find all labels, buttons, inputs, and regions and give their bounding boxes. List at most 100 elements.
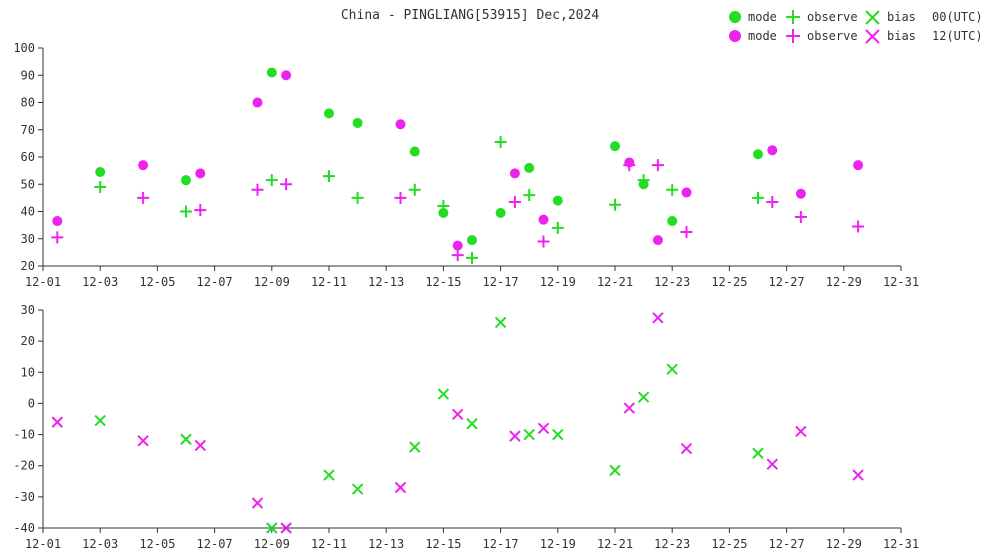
bias-point-12utc [852, 469, 864, 481]
bias-x-tick-label: 12-15 [425, 537, 461, 551]
top-y-tick-label: 40 [21, 205, 35, 219]
legend-bias-label-12utc: bias [887, 29, 916, 43]
bias-point-00utc [466, 417, 478, 430]
mode-point-00utc [181, 175, 191, 186]
bias-point-12utc [623, 402, 636, 414]
bias-y-tick-label: 10 [21, 365, 35, 379]
bias-point-00utc [351, 483, 364, 495]
observe-point-12utc [680, 225, 693, 238]
observe-point-00utc [466, 251, 478, 264]
mode-point-00utc [667, 216, 678, 227]
mode-point-12utc [795, 188, 806, 199]
observe-point-00utc [551, 221, 564, 234]
bias-point-00utc [409, 441, 421, 453]
bias-y-tick-label: -30 [13, 490, 35, 504]
top-x-tick-label: 12-31 [883, 275, 919, 289]
bias-x-tick-label: 12-01 [25, 537, 61, 551]
top-x-tick-label: 12-21 [597, 275, 633, 289]
bias-point-12utc [394, 481, 407, 494]
top-x-tick-label: 12-25 [711, 275, 747, 289]
bias-point-12utc [137, 435, 149, 447]
top-y-tick-label: 90 [21, 68, 35, 82]
bias-point-00utc [523, 428, 535, 441]
bias-x-tick-label: 12-13 [368, 537, 404, 551]
bias-point-00utc [552, 428, 564, 441]
mode-point-12utc [138, 160, 149, 171]
bias-point-00utc [666, 363, 678, 375]
mode-point-00utc [95, 166, 106, 177]
legend-mode-label-12utc: mode [748, 29, 777, 43]
observe-point-00utc [180, 205, 192, 218]
observe-point-00utc [637, 174, 650, 187]
mode-point-00utc [352, 117, 363, 128]
observe-point-00utc [408, 183, 421, 196]
observe-point-12utc [451, 249, 464, 262]
bias-x-tick-label: 12-27 [769, 537, 805, 551]
observe-point-00utc [494, 136, 507, 149]
legend: mode observe bias 00(UTC) mode observe b… [729, 10, 983, 44]
mode-point-00utc [552, 195, 563, 206]
legend-mode-marker-00utc [729, 11, 741, 23]
top-y-tick-label: 20 [21, 259, 35, 273]
legend-row-12utc: mode observe bias 12(UTC) [729, 29, 983, 44]
bias-point-12utc [766, 458, 779, 470]
bias-point-12utc [509, 430, 521, 442]
bias-x-tick-label: 12-31 [883, 537, 919, 551]
mode-point-00utc [324, 108, 334, 119]
observe-point-00utc [323, 170, 335, 183]
bias-x-tick-label: 12-17 [483, 537, 519, 551]
bias-y-tick-label: -10 [13, 428, 35, 442]
bias-x-tick-label: 12-09 [254, 537, 290, 551]
observe-point-00utc [265, 174, 278, 187]
bias-y-tick-label: 20 [21, 334, 35, 348]
bias-point-12utc [194, 439, 207, 452]
legend-run-label-00utc: 00(UTC) [932, 10, 983, 24]
bias-point-00utc [752, 447, 764, 459]
bias-point-00utc [637, 391, 650, 403]
bias-point-00utc [266, 522, 278, 534]
top-x-tick-label: 12-17 [483, 275, 519, 289]
mode-point-00utc [467, 235, 477, 246]
mode-point-00utc [524, 162, 535, 173]
legend-observe-label-12utc: observe [807, 29, 858, 43]
top-x-tick-label: 12-01 [25, 275, 61, 289]
top-x-tick-label: 12-11 [311, 275, 347, 289]
observe-point-00utc [351, 191, 364, 204]
mode-point-12utc [538, 214, 549, 225]
mode-point-00utc [266, 67, 277, 78]
mode-point-12utc [509, 168, 520, 179]
top-x-tick-label: 12-19 [540, 275, 576, 289]
observe-point-00utc [94, 180, 107, 193]
bias-point-00utc [94, 414, 106, 427]
mode-point-12utc [681, 187, 692, 198]
top-x-tick-label: 12-07 [197, 275, 233, 289]
mode-point-12utc [652, 235, 663, 246]
bias-point-12utc [251, 497, 264, 509]
top-y-tick-label: 100 [13, 41, 35, 55]
mode-point-00utc [438, 207, 449, 218]
observe-point-12utc [766, 195, 779, 208]
top-x-tick-label: 12-29 [826, 275, 862, 289]
bias-x-tick-label: 12-29 [826, 537, 862, 551]
observe-point-00utc [666, 183, 679, 196]
top-x-tick-label: 12-15 [425, 275, 461, 289]
top-x-tick-label: 12-27 [769, 275, 805, 289]
bias-y-tick-label: -20 [13, 459, 35, 473]
mode-point-00utc [409, 146, 420, 157]
mode-point-12utc [395, 119, 406, 130]
top-y-tick-label: 50 [21, 177, 35, 191]
bias-point-00utc [180, 433, 192, 445]
bias-x-tick-label: 12-25 [711, 537, 747, 551]
legend-observe-marker-12utc [786, 29, 800, 43]
bias-x-tick-label: 12-23 [654, 537, 690, 551]
observe-point-12utc [651, 159, 664, 172]
mode-point-12utc [52, 216, 63, 227]
bias-x-tick-label: 12-19 [540, 537, 576, 551]
observe-point-12utc [537, 235, 550, 248]
legend-mode-marker-12utc [729, 30, 741, 42]
bias-x-tick-label: 12-21 [597, 537, 633, 551]
top-y-tick-label: 70 [21, 123, 35, 137]
observe-point-12utc [852, 220, 865, 233]
top-y-tick-label: 80 [21, 96, 35, 110]
